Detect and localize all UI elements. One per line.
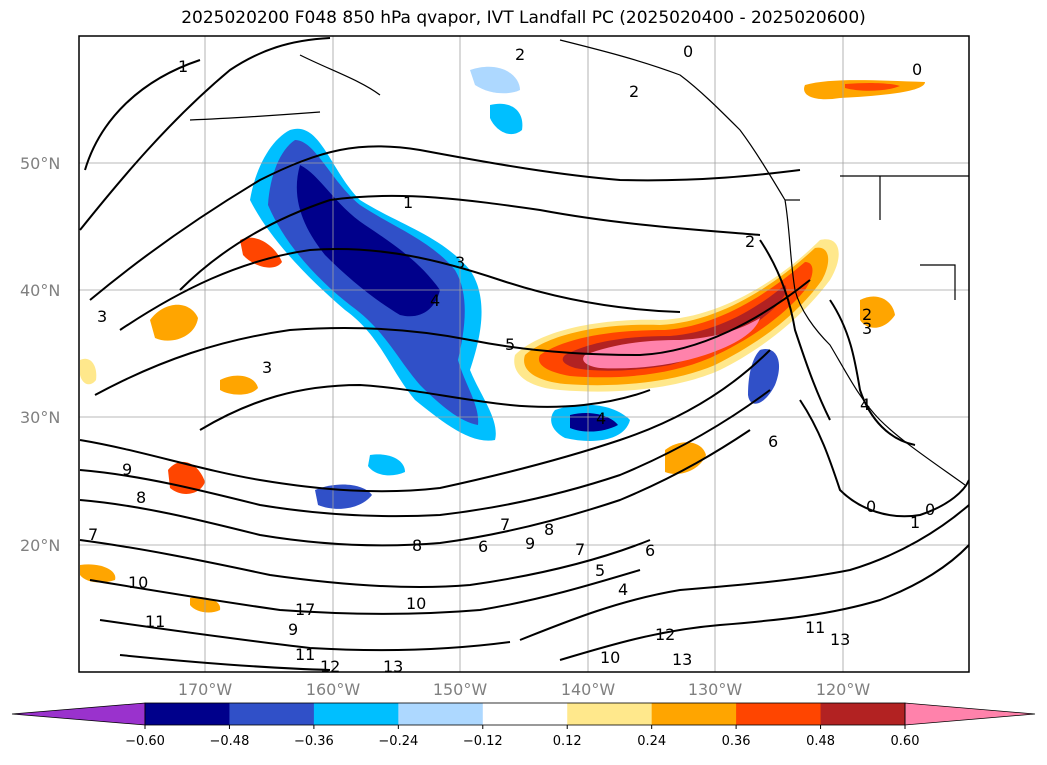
- coastlines: [189, 39, 969, 486]
- contour-label: 0: [683, 42, 693, 61]
- colorbar-segment: [229, 703, 315, 725]
- colorbar-segment: [398, 703, 484, 725]
- contour-label: 13: [383, 657, 403, 676]
- contour-label: 8: [412, 536, 422, 555]
- positive-anomaly-orange-3: [220, 375, 258, 395]
- contour-label: 7: [575, 540, 585, 559]
- contour-label: 12: [320, 657, 340, 676]
- gridlines: [79, 36, 969, 672]
- lon-label: 160°W: [306, 680, 361, 699]
- contour-label: 0: [912, 60, 922, 79]
- contour-label: 2: [745, 232, 755, 251]
- contour-label: 11: [145, 612, 165, 631]
- colorbar-segment: [736, 703, 822, 725]
- contour-label: 1: [910, 513, 920, 532]
- plot-frame: [78, 35, 970, 673]
- positive-anomaly-redorange-2: [240, 237, 282, 268]
- contour-label: 6: [478, 537, 488, 556]
- contour-label: 7: [88, 525, 98, 544]
- positive-anomaly-orange-9: [80, 564, 116, 583]
- negative-anomaly-cyan-6: [490, 103, 523, 135]
- lon-label: 130°W: [688, 680, 743, 699]
- contour-label: 4: [618, 580, 628, 599]
- colorbar-extend-right: [904, 702, 1036, 726]
- contour-label: 9: [122, 460, 132, 479]
- lat-label: 50°N: [20, 154, 60, 173]
- negative-anomaly-darkblue-2: [570, 413, 618, 432]
- positive-anomaly-orange-6: [860, 296, 895, 328]
- lon-label: 120°W: [816, 680, 871, 699]
- colorbar-tick-label: 0.24: [637, 734, 666, 749]
- contour-label: 8: [544, 520, 554, 539]
- contour-label: 3: [862, 319, 872, 338]
- lon-label: 150°W: [433, 680, 488, 699]
- colorbar: −0.60 −0.48 −0.36 −0.24 −0.12 0.12 0.24 0.36 0.4…: [11, 702, 1036, 749]
- contour-label: 2: [515, 45, 525, 64]
- contour-label: 12: [655, 625, 675, 644]
- contour-label: 4: [860, 395, 870, 414]
- lon-label: 170°W: [178, 680, 233, 699]
- colorbar-tick-label: −0.12: [463, 734, 503, 749]
- contour-label: 10: [128, 573, 148, 592]
- contour-label: 5: [505, 335, 515, 354]
- lat-label: 40°N: [20, 281, 60, 300]
- negative-anomaly-cyan-4: [368, 454, 405, 476]
- positive-anomaly-orange-2: [150, 304, 198, 341]
- colorbar-tick-label: 0.36: [722, 734, 751, 749]
- contour-label: 0: [866, 497, 876, 516]
- colorbar-segment: [313, 703, 399, 725]
- contour-label: 11: [295, 645, 315, 664]
- contour-label: 2: [862, 305, 872, 324]
- contour-label: 0: [925, 500, 935, 519]
- negative-anomaly-lightblue: [470, 66, 520, 94]
- positive-anomaly-yellow-7: [80, 358, 97, 385]
- colorbar-tick-label: 0.12: [553, 734, 582, 749]
- colorbar-tick-label: −0.60: [125, 734, 165, 749]
- contour-label: 9: [525, 534, 535, 553]
- contour-label: 7: [500, 515, 510, 534]
- contour-label: 5: [595, 561, 605, 580]
- colorbar-tick-label: −0.48: [210, 734, 250, 749]
- colorbar-segment: [482, 703, 568, 725]
- contour-label: 10: [600, 648, 620, 667]
- contour-label: 3: [455, 253, 465, 272]
- colorbar-tick-label: 0.48: [806, 734, 835, 749]
- positive-anomaly-redorange-5: [845, 82, 900, 91]
- contour-label: 17: [295, 600, 315, 619]
- ivt-contours: [79, 37, 969, 671]
- contour-label: 9: [288, 620, 298, 639]
- colorbar-frame: [144, 702, 906, 726]
- contour-label: 8: [136, 488, 146, 507]
- lat-label: 20°N: [20, 536, 60, 555]
- colorbar-segment: [651, 703, 737, 725]
- contour-label: 13: [672, 650, 692, 669]
- colorbar-segment: [567, 703, 653, 725]
- colorbar-segment: [820, 703, 906, 725]
- contour-label-group: 1 2 0 0 2 1 3 2 5 3 3 4 4 9 8 7 7 8 9 6 …: [88, 42, 935, 676]
- contour-label: 3: [262, 358, 272, 377]
- colorbar-tick-label: −0.24: [378, 734, 418, 749]
- colorbar-tick-label: 0.60: [891, 734, 920, 749]
- lat-label: 30°N: [20, 408, 60, 427]
- contour-label: 6: [645, 541, 655, 560]
- contour-label: 4: [596, 409, 606, 428]
- contour-label: 2: [629, 82, 639, 101]
- contour-label: 10: [406, 594, 426, 613]
- colorbar-tick-label: −0.36: [294, 734, 334, 749]
- colorbar-extend-left: [11, 702, 146, 726]
- colorbar-segment: [145, 703, 230, 725]
- map-title: 2025020200 F048 850 hPa qvapor, IVT Land…: [181, 8, 866, 28]
- contour-label: 6: [768, 432, 778, 451]
- lon-label: 140°W: [561, 680, 616, 699]
- contour-label: 11: [805, 618, 825, 637]
- contour-label: 1: [178, 57, 188, 76]
- contour-label: 3: [97, 307, 107, 326]
- contour-label: 4: [430, 291, 440, 310]
- contour-label: 13: [830, 630, 850, 649]
- contour-label: 1: [403, 193, 413, 212]
